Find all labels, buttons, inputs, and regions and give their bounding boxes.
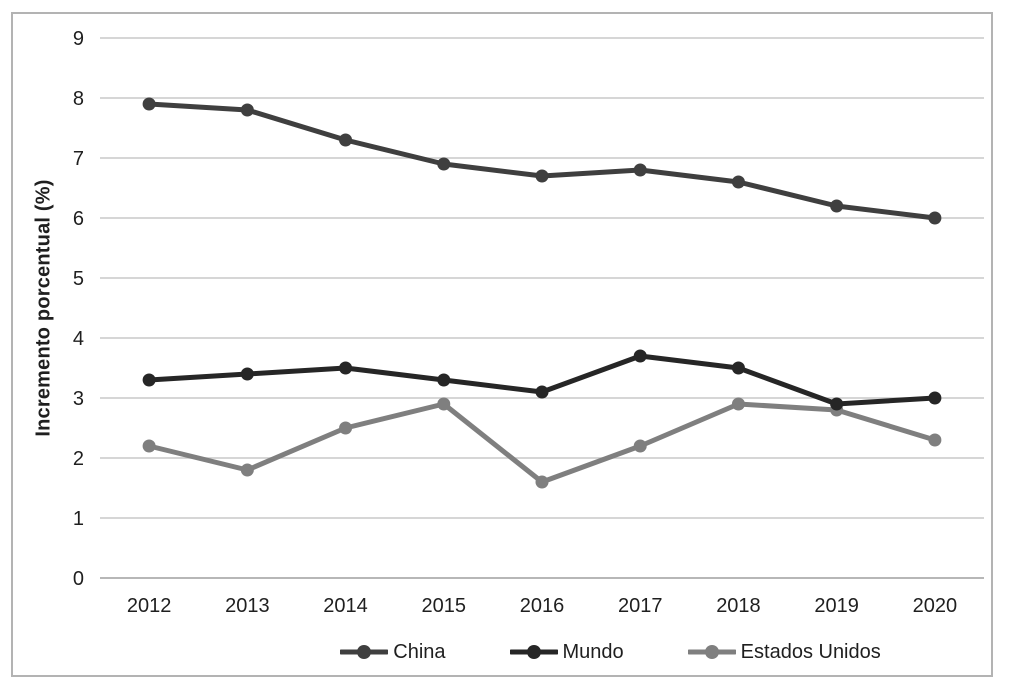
data-point-mundo bbox=[928, 391, 942, 405]
data-point-estados-unidos bbox=[928, 433, 942, 447]
data-point-mundo bbox=[142, 373, 156, 387]
data-point-estados-unidos bbox=[437, 397, 451, 411]
data-point-mundo bbox=[437, 373, 451, 387]
chart-legend: China Mundo Estados Unidos bbox=[0, 636, 1021, 668]
data-point-estados-unidos bbox=[339, 421, 353, 435]
series-line-estados-unidos bbox=[146, 401, 938, 485]
y-tick-label: 0 bbox=[73, 568, 84, 590]
y-tick-label: 1 bbox=[73, 508, 84, 530]
x-tick-label: 2015 bbox=[422, 595, 467, 617]
legend-marker-estados-unidos bbox=[687, 645, 736, 659]
legend-item-mundo: Mundo bbox=[509, 640, 624, 664]
y-tick-label: 3 bbox=[73, 388, 84, 410]
series-line-china bbox=[146, 101, 938, 221]
x-tick-label: 2017 bbox=[618, 595, 663, 617]
data-point-mundo bbox=[830, 397, 844, 411]
legend-item-estados-unidos: Estados Unidos bbox=[687, 640, 881, 664]
data-point-estados-unidos bbox=[731, 397, 745, 411]
data-point-china bbox=[437, 157, 451, 171]
y-tick-label: 2 bbox=[73, 448, 84, 470]
x-tick-label: 2014 bbox=[323, 595, 368, 617]
legend-label-estados-unidos: Estados Unidos bbox=[740, 640, 881, 663]
legend-item-china: China bbox=[340, 640, 446, 664]
data-point-mundo bbox=[731, 361, 745, 375]
data-point-china bbox=[928, 211, 942, 225]
legend-marker-mundo bbox=[509, 645, 558, 659]
data-point-estados-unidos bbox=[240, 463, 254, 477]
data-point-china bbox=[633, 163, 647, 177]
x-tick-label: 2018 bbox=[716, 595, 761, 617]
x-tick-label: 2012 bbox=[127, 595, 172, 617]
y-tick-label: 7 bbox=[73, 148, 84, 170]
data-point-estados-unidos bbox=[535, 475, 549, 489]
y-tick-label: 5 bbox=[73, 268, 84, 290]
data-point-china bbox=[142, 97, 156, 111]
y-tick-label: 8 bbox=[73, 88, 84, 110]
x-tick-label: 2019 bbox=[814, 595, 859, 617]
x-tick-label: 2013 bbox=[225, 595, 270, 617]
y-tick-label: 6 bbox=[73, 208, 84, 230]
y-tick-label: 9 bbox=[73, 28, 84, 50]
data-point-china bbox=[339, 133, 353, 147]
data-point-china bbox=[240, 103, 254, 117]
data-point-estados-unidos bbox=[633, 439, 647, 453]
data-point-china bbox=[535, 169, 549, 183]
data-point-china bbox=[830, 199, 844, 213]
x-tick-label: 2016 bbox=[520, 595, 565, 617]
data-point-mundo bbox=[240, 367, 254, 381]
data-point-china bbox=[731, 175, 745, 189]
data-point-estados-unidos bbox=[142, 439, 156, 453]
data-point-mundo bbox=[535, 385, 549, 399]
data-point-mundo bbox=[339, 361, 353, 375]
legend-label-china: China bbox=[393, 640, 446, 663]
y-tick-label: 4 bbox=[73, 328, 84, 350]
y-axis-title: Incremento porcentual (%) bbox=[32, 179, 55, 437]
legend-marker-china bbox=[340, 645, 389, 659]
legend-label-mundo: Mundo bbox=[562, 640, 624, 663]
data-point-mundo bbox=[633, 349, 647, 363]
x-tick-label: 2020 bbox=[913, 595, 958, 617]
